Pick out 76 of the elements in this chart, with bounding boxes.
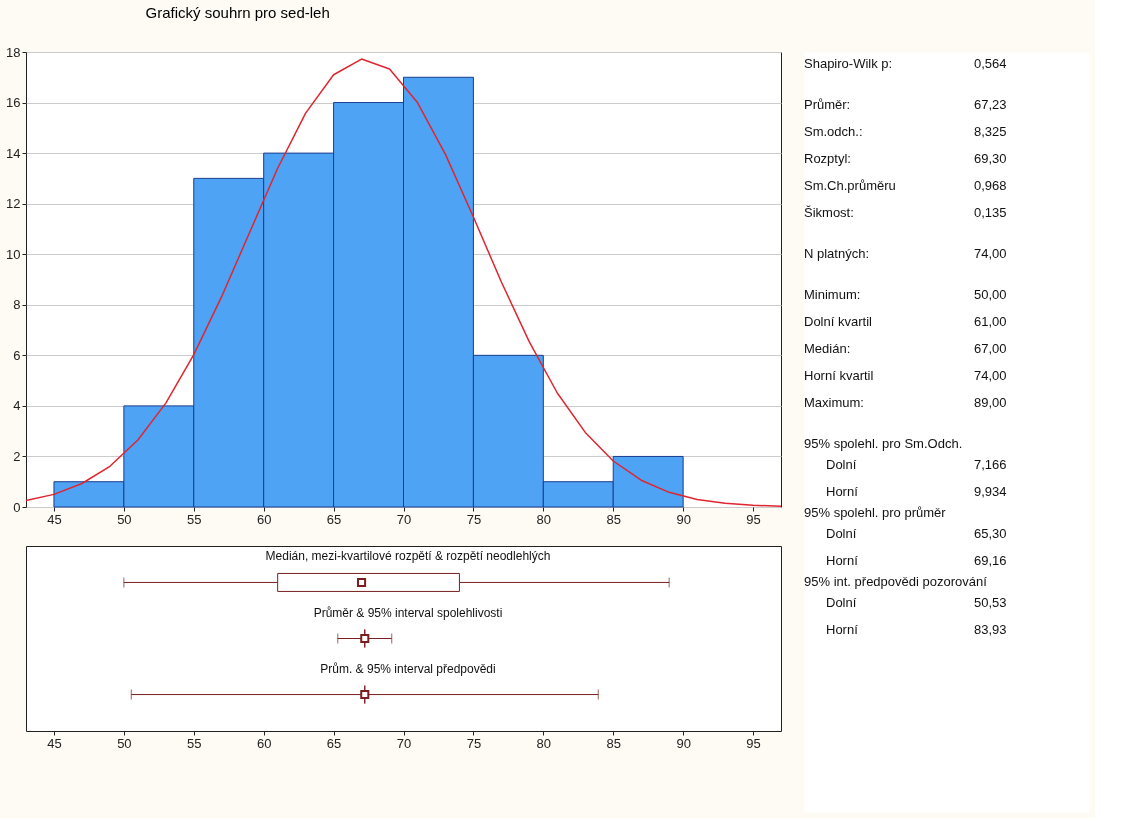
x-tick-label: 75	[466, 511, 482, 527]
text: 74,00	[974, 368, 1007, 383]
x-tick-label: 75	[466, 735, 482, 751]
text: 69,30	[974, 151, 1007, 166]
text: 95% spolehl. pro průměr	[804, 505, 947, 520]
text: 8,325	[974, 124, 1007, 139]
text: 95% spolehl. pro Sm.Odch.	[804, 436, 963, 451]
y-tick-label: Medián, mezi-kvartilové rozpětí & rozpětí neodlehlých	[265, 549, 551, 564]
y-tick-label: Prům. & 95% interval předpovědi	[320, 661, 496, 676]
text: N platných:	[804, 246, 870, 261]
text: 74,00	[974, 246, 1007, 261]
chart-title: Grafický souhrn pro sed-leh	[145, 4, 330, 21]
y-tick-label: Průměr & 95% interval spolehlivosti	[313, 605, 503, 620]
x-tick-label: 80	[536, 511, 552, 527]
x-tick-label: 95	[746, 511, 761, 527]
text: Průměr:	[804, 97, 851, 112]
text: Dolní	[826, 526, 857, 541]
text: 50,53	[974, 595, 1007, 610]
text: Dolní kvartil	[804, 314, 873, 329]
x-tick-label: 45	[47, 511, 62, 527]
text: 67,23	[974, 97, 1007, 112]
x-tick-label: 55	[187, 735, 202, 751]
text: Dolní	[826, 595, 857, 610]
text: Sm.Ch.průměru	[804, 178, 896, 193]
y-tick-label: 10	[6, 246, 21, 262]
text: Horní	[826, 622, 859, 637]
x-tick-label: 65	[326, 735, 342, 751]
text: 0,564	[974, 56, 1007, 71]
x-tick-label: 70	[396, 735, 412, 751]
text: 67,00	[974, 341, 1007, 356]
x-tick-label: 85	[606, 735, 621, 751]
text: 0,135	[974, 205, 1007, 220]
text: 95% int. předpovědi pozorování	[804, 574, 988, 589]
x-tick-label: 45	[47, 735, 62, 751]
y-tick-label: 4	[13, 398, 21, 414]
x-tick-label: 50	[117, 735, 132, 751]
text: Medián:	[804, 341, 851, 356]
text: 83,93	[974, 622, 1007, 637]
text: 7,166	[974, 457, 1007, 472]
text: 69,16	[974, 553, 1007, 568]
text: Sm.odch.:	[804, 124, 863, 139]
x-tick-label: 90	[676, 511, 691, 527]
text: Horní kvartil	[804, 368, 874, 383]
x-tick-label: 50	[117, 511, 132, 527]
text: Horní	[826, 553, 859, 568]
text: 50,00	[974, 287, 1007, 302]
y-tick-label: 8	[13, 297, 21, 313]
text: Shapiro-Wilk p:	[804, 56, 893, 71]
text: 61,00	[974, 314, 1007, 329]
y-tick-label: 2	[13, 448, 21, 464]
x-tick-label: 80	[536, 735, 552, 751]
y-tick-label: 14	[6, 145, 21, 161]
line-series	[25, 58, 782, 507]
x-tick-label: 95	[746, 735, 761, 751]
x-tick-label: 60	[256, 735, 272, 751]
y-tick-label: 6	[13, 347, 21, 363]
x-tick-label: 60	[256, 511, 272, 527]
y-tick-label: 0	[13, 499, 21, 515]
text: Horní	[826, 484, 859, 499]
text: 65,30	[974, 526, 1007, 541]
text: 89,00	[974, 395, 1007, 410]
text: Maximum:	[804, 395, 864, 410]
x-tick-label: 70	[396, 511, 412, 527]
text: 9,934	[974, 484, 1007, 499]
y-tick-label: 18	[6, 44, 21, 60]
text: 0,968	[974, 178, 1007, 193]
x-tick-label: 55	[187, 511, 202, 527]
x-tick-label: 85	[606, 511, 621, 527]
y-tick-label: 12	[6, 196, 21, 212]
x-tick-label: 65	[326, 511, 342, 527]
x-tick-label: 90	[676, 735, 691, 751]
text: Rozptyl:	[804, 151, 851, 166]
text: Minimum:	[804, 287, 861, 302]
text: Šikmost:	[804, 205, 854, 220]
text: Dolní	[826, 457, 857, 472]
y-tick-label: 16	[6, 95, 21, 111]
